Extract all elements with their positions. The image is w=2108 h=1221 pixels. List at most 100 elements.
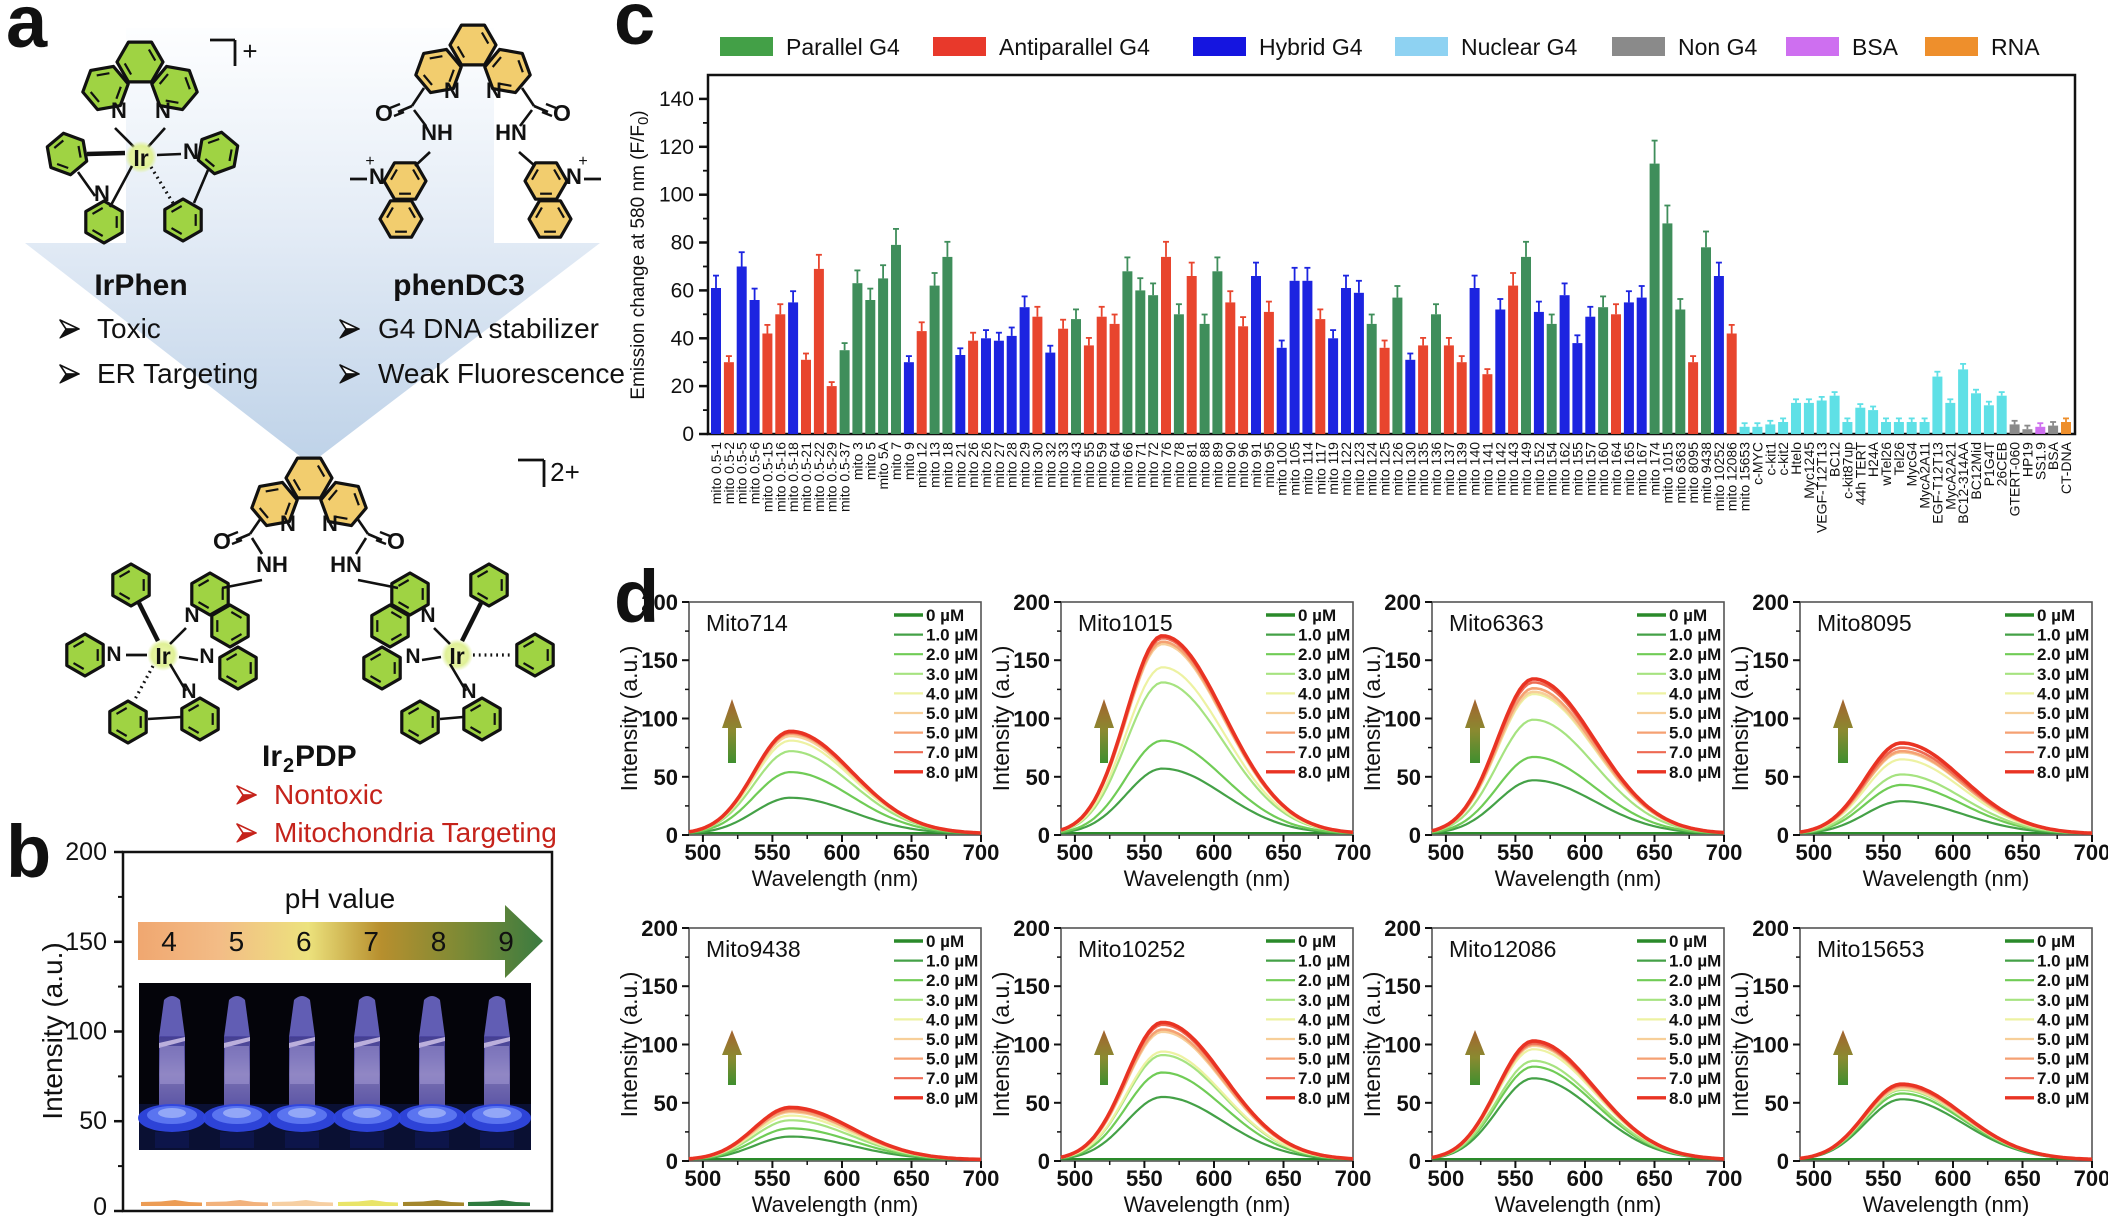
svg-text:mito 0.5-5: mito 0.5-5 [734,442,750,504]
svg-text:8.0 µM: 8.0 µM [2037,763,2089,782]
svg-text:Wavelength (nm): Wavelength (nm) [1863,1192,2030,1216]
svg-text:mito 105: mito 105 [1287,442,1303,496]
svg-text:Ir: Ir [262,740,282,773]
svg-text:550: 550 [1865,840,1902,865]
svg-text:700: 700 [1335,840,1372,865]
svg-text:0: 0 [1038,823,1050,848]
svg-text:N: N [181,680,196,703]
svg-text:50: 50 [79,1107,107,1135]
svg-text:phenDC3: phenDC3 [393,269,525,302]
svg-text:700: 700 [2074,840,2108,865]
svg-text:Intensity (a.u.): Intensity (a.u.) [1359,972,1385,1118]
svg-text:mito 88: mito 88 [1197,442,1213,488]
svg-text:7.0 µM: 7.0 µM [1298,743,1350,762]
svg-text:Mitochondria Targeting: Mitochondria Targeting [274,817,557,848]
svg-text:5.0 µM: 5.0 µM [2037,704,2089,723]
svg-text:50: 50 [1026,765,1050,790]
svg-text:100: 100 [659,184,694,207]
svg-text:NH: NH [256,552,288,577]
svg-text:4.0 µM: 4.0 µM [1669,1010,1721,1029]
svg-text:mito 89: mito 89 [1209,442,1225,488]
svg-text:650: 650 [2004,1166,2041,1191]
svg-text:2+: 2+ [550,457,580,487]
svg-text:2.0 µM: 2.0 µM [2037,971,2089,990]
svg-text:mito 9438: mito 9438 [1698,442,1714,504]
svg-text:100: 100 [1384,1033,1421,1058]
svg-text:0: 0 [1038,1149,1050,1174]
svg-text:5.0 µM: 5.0 µM [1298,1030,1350,1049]
svg-text:mito 66: mito 66 [1119,442,1135,488]
svg-text:mito 7: mito 7 [888,442,904,480]
svg-text:200: 200 [641,590,678,615]
svg-text:mito 96: mito 96 [1235,442,1251,488]
svg-text:650: 650 [893,1166,930,1191]
svg-text:HN: HN [330,552,362,577]
svg-text:N: N [184,604,199,627]
svg-text:N: N [94,181,110,206]
svg-text:mito 139: mito 139 [1454,442,1470,496]
svg-text:G4 DNA stabilizer: G4 DNA stabilizer [378,313,599,344]
svg-text:150: 150 [1013,648,1050,673]
svg-text:Intensity (a.u.): Intensity (a.u.) [988,972,1014,1118]
svg-text:mito 165: mito 165 [1621,442,1637,496]
svg-text:Intensity (a.u.): Intensity (a.u.) [1359,646,1385,792]
svg-text:Ir: Ir [133,145,148,171]
svg-text:mito 143: mito 143 [1505,442,1521,496]
svg-text:2.0 µM: 2.0 µM [1669,645,1721,664]
svg-text:6: 6 [296,926,312,957]
svg-text:Weak Fluorescence: Weak Fluorescence [378,358,625,389]
svg-text:1.0 µM: 1.0 µM [926,952,978,971]
svg-text:mito 141: mito 141 [1479,442,1495,496]
svg-text:7.0 µM: 7.0 µM [926,1069,978,1088]
svg-text:Nuclear G4: Nuclear G4 [1461,34,1578,60]
svg-text:c-kit2: c-kit2 [1775,442,1791,476]
svg-text:Tel26: Tel26 [1891,442,1907,476]
svg-text:Nontoxic: Nontoxic [274,779,383,810]
svg-text:mito 9: mito 9 [901,442,917,480]
svg-text:3.0 µM: 3.0 µM [2037,991,2089,1010]
svg-text:4.0 µM: 4.0 µM [926,1010,978,1029]
svg-text:4.0 µM: 4.0 µM [1298,1010,1350,1029]
svg-text:Myc1245: Myc1245 [1801,442,1817,499]
svg-text:500: 500 [1428,840,1465,865]
svg-text:Mito714: Mito714 [706,610,788,636]
svg-text:2.0 µM: 2.0 µM [2037,645,2089,664]
svg-text:Wavelength (nm): Wavelength (nm) [752,866,919,891]
svg-text:Mito12086: Mito12086 [1449,936,1556,962]
svg-text:BC12: BC12 [1827,442,1843,477]
svg-text:150: 150 [641,648,678,673]
svg-text:mito 59: mito 59 [1094,442,1110,488]
svg-text:150: 150 [1752,974,1789,999]
svg-text:5.0 µM: 5.0 µM [2037,724,2089,743]
svg-text:80: 80 [671,232,694,255]
svg-text:550: 550 [754,840,791,865]
svg-text:50: 50 [654,1091,678,1116]
svg-text:3.0 µM: 3.0 µM [926,991,978,1010]
svg-text:500: 500 [1796,840,1833,865]
svg-text:mito 81: mito 81 [1184,442,1200,488]
svg-text:0: 0 [1777,1149,1789,1174]
svg-text:650: 650 [1636,1166,1673,1191]
svg-text:500: 500 [1057,1166,1094,1191]
svg-text:mito 27: mito 27 [991,442,1007,488]
svg-text:8.0 µM: 8.0 µM [926,763,978,782]
svg-text:N: N [280,511,296,536]
svg-text:200: 200 [1384,590,1421,615]
svg-text:40: 40 [671,327,694,350]
svg-text:Wavelength (nm): Wavelength (nm) [1495,866,1662,891]
svg-text:N: N [369,164,385,189]
svg-text:N: N [405,645,420,668]
svg-text:mito 43: mito 43 [1068,442,1084,488]
svg-text:mito 29: mito 29 [1017,442,1033,488]
svg-text:d: d [614,555,659,638]
svg-text:mito 140: mito 140 [1467,442,1483,496]
svg-text:mito 78: mito 78 [1171,442,1187,488]
svg-text:5: 5 [229,926,245,957]
svg-text:Intensity (a.u.): Intensity (a.u.) [988,646,1014,792]
svg-text:ER Targeting: ER Targeting [97,358,258,389]
svg-text:150: 150 [1013,974,1050,999]
svg-text:8: 8 [431,926,447,957]
svg-text:50: 50 [1765,765,1789,790]
svg-text:Non G4: Non G4 [1678,34,1757,60]
svg-text:Mito10252: Mito10252 [1078,936,1185,962]
